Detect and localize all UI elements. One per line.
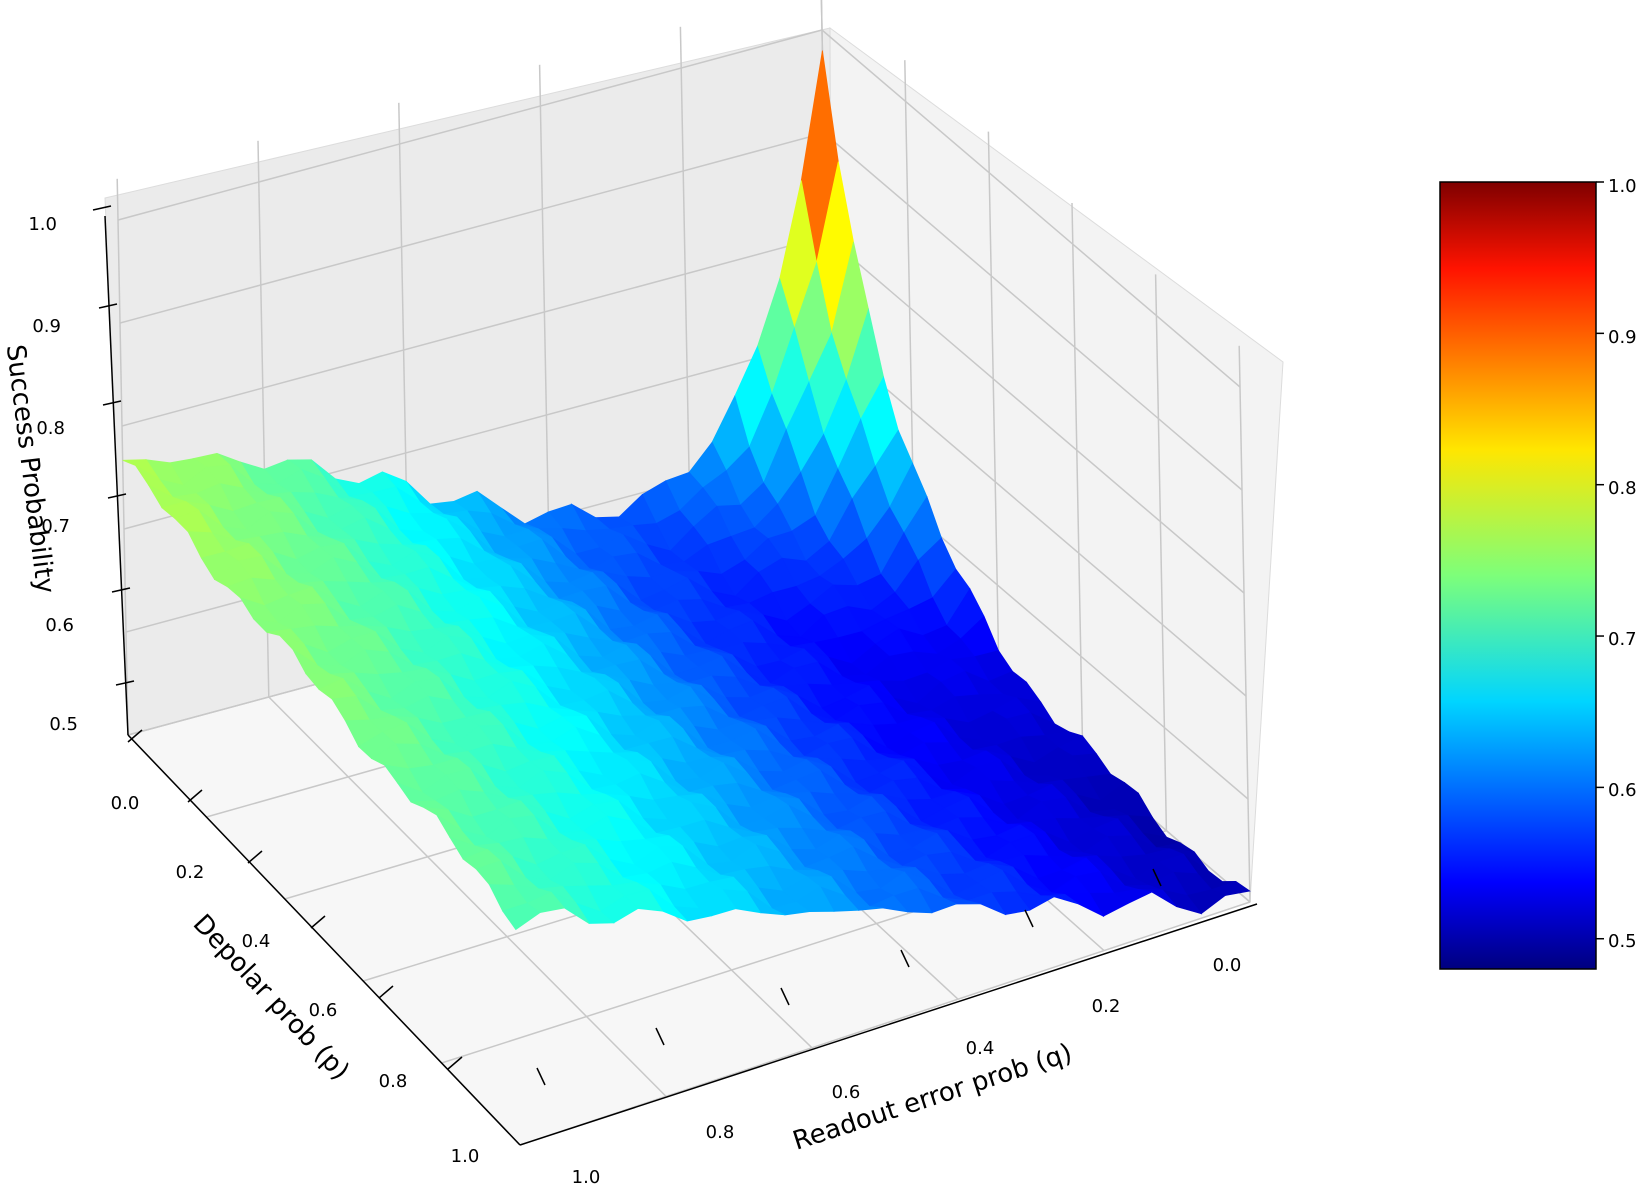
z-axis-line xyxy=(104,215,129,736)
z-tick xyxy=(115,680,135,686)
z-tick-label: 0.8 xyxy=(36,418,65,439)
surface-mesh xyxy=(122,50,1251,931)
y-tick xyxy=(127,729,143,743)
wall-grid-line xyxy=(121,235,827,427)
axis-lines xyxy=(104,215,1258,1146)
y-tick-labels: 0.0 0.2 0.4 0.6 0.8 1.0 xyxy=(111,793,480,1167)
z-tick xyxy=(111,587,131,593)
z-tick xyxy=(107,493,127,499)
axis-ticks xyxy=(92,205,1162,1086)
y-tick-label: 0.8 xyxy=(379,1071,408,1092)
z-tick-label: 1.0 xyxy=(28,214,57,235)
colorbar-ticks xyxy=(1596,181,1604,940)
z-tick-label: 0.7 xyxy=(41,516,70,537)
y-tick-label: 0.0 xyxy=(111,793,140,814)
y-axis-line xyxy=(127,734,521,1146)
wall-grid-line xyxy=(1154,274,1168,831)
z-tick-label: 0.6 xyxy=(45,615,74,636)
wall-grid-line xyxy=(1238,345,1251,903)
z-tick xyxy=(98,303,118,309)
x-tick xyxy=(655,1027,665,1046)
wall-grid-line xyxy=(116,178,129,736)
y-tick-label: 0.2 xyxy=(176,862,205,883)
z-tick-label: 0.9 xyxy=(32,316,61,337)
y-tick-label: 0.6 xyxy=(309,1000,338,1021)
x-tick-label: 1.0 xyxy=(572,1167,601,1188)
y-tick-label: 1.0 xyxy=(451,1146,480,1167)
z-tick xyxy=(92,205,112,211)
x-tick xyxy=(1152,868,1162,887)
y-tick xyxy=(310,915,326,929)
wall-grid-line xyxy=(117,29,823,221)
x-tick-label: 0.4 xyxy=(966,1038,995,1059)
x-tick-label: 0.0 xyxy=(1213,955,1242,976)
colorbar-tick-label: 1.0 xyxy=(1608,176,1637,197)
z-axis-label: Success Probability xyxy=(0,343,60,595)
x-tick xyxy=(536,1067,546,1086)
wall-grid-line xyxy=(821,29,1241,388)
wall-grid-line xyxy=(825,235,1245,594)
y-tick xyxy=(447,1056,463,1070)
x-tick-label: 0.2 xyxy=(1092,996,1121,1017)
x-tick-label: 0.6 xyxy=(832,1082,861,1103)
colorbar-gradient xyxy=(1439,181,1597,970)
x-tick xyxy=(1024,909,1034,928)
wall-grid-line xyxy=(823,132,1243,491)
x-tick-label: 0.8 xyxy=(706,1122,735,1143)
wall-grid-line xyxy=(1071,202,1084,760)
z-tick-labels: 0.5 0.6 0.7 0.8 0.9 1.0 xyxy=(28,214,78,735)
surface-facet xyxy=(502,902,541,931)
x-tick xyxy=(780,987,790,1006)
colorbar: 0.5 0.6 0.7 0.8 0.9 1.0 xyxy=(1439,176,1637,970)
x-tick-labels: 0.0 0.2 0.4 0.6 0.8 1.0 xyxy=(572,955,1242,1188)
wall-grid-line xyxy=(119,132,825,324)
colorbar-tick-label: 0.8 xyxy=(1608,478,1637,499)
z-tick xyxy=(102,400,122,406)
colorbar-tick-label: 0.6 xyxy=(1608,780,1637,801)
colorbar-tick-label: 0.5 xyxy=(1608,931,1637,952)
y-tick-label: 0.4 xyxy=(242,931,271,952)
y-tick xyxy=(187,789,203,803)
floor-grid-line xyxy=(268,696,667,1097)
z-tick-label: 0.5 xyxy=(49,714,78,735)
colorbar-tick-label: 0.7 xyxy=(1608,629,1637,650)
y-tick xyxy=(378,985,394,999)
wall-grid-line xyxy=(827,338,1247,697)
x-axis-line xyxy=(519,903,1258,1146)
x-tick xyxy=(900,949,910,968)
y-tick xyxy=(247,850,263,864)
colorbar-tick-label: 0.9 xyxy=(1608,327,1637,348)
wall-grid-line xyxy=(987,131,1000,688)
